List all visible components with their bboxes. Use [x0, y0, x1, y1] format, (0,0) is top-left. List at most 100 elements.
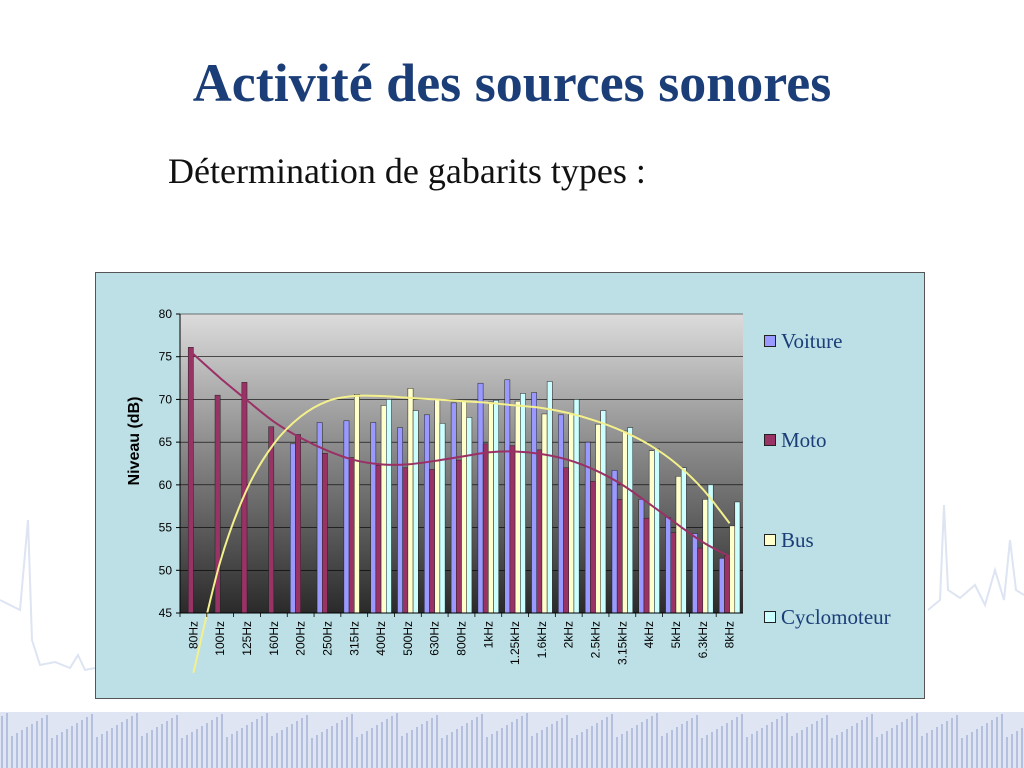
y-tick-label: 60	[159, 478, 173, 492]
bar-voiture	[504, 379, 511, 614]
x-tick-label: 125Hz	[240, 621, 254, 656]
bar-cyclomoteur	[520, 393, 526, 614]
y-tick-label: 45	[159, 606, 173, 620]
bar-cyclomoteur	[412, 410, 419, 614]
slide-subtitle: Détermination de gabarits types :	[168, 151, 646, 191]
x-tick-label: 8kHz	[723, 621, 737, 648]
bar-cyclomoteur	[546, 381, 553, 614]
bar-cyclomoteur	[439, 423, 446, 614]
bar-moto	[670, 532, 677, 614]
x-tick-label: 630Hz	[428, 621, 442, 656]
bar-cyclomoteur	[734, 501, 741, 614]
bar-moto	[187, 347, 194, 614]
bar-bus	[622, 430, 628, 614]
x-tick-label: 6.3kHz	[696, 621, 710, 658]
legend-swatch-bus	[764, 534, 776, 546]
bar-voiture	[289, 443, 296, 614]
bar-voiture	[531, 392, 537, 614]
bar-voiture	[424, 414, 430, 614]
bar-bus	[461, 400, 467, 614]
x-tick-label: 2kHz	[562, 621, 576, 648]
bar-cyclomoteur	[493, 400, 499, 614]
y-tick-label: 70	[159, 392, 173, 406]
y-tick-label: 80	[159, 307, 173, 321]
legend-item-moto: Moto	[764, 426, 827, 454]
bar-voiture	[477, 382, 484, 614]
bar-moto	[375, 464, 382, 614]
x-tick-label: 2.5kHz	[589, 621, 603, 658]
chart-area: 45 50 55 60 65 70 75 80 80Hz 100Hz 125Hz 160Hz 200Hz…	[126, 307, 743, 674]
bar-bus	[729, 525, 736, 614]
bar-moto	[295, 434, 301, 614]
x-tick-label: 315Hz	[347, 621, 361, 656]
legend-label-moto: Moto	[781, 427, 827, 452]
bar-voiture	[638, 499, 645, 614]
chart-legend: Voiture Moto Bus Cyclomoteur	[764, 273, 924, 700]
legend-item-cyclomoteur: Cyclomoteur	[764, 603, 891, 631]
bar-cyclomoteur	[386, 399, 392, 614]
bar-moto	[724, 555, 730, 614]
bar-moto	[429, 469, 435, 614]
bar-bus	[434, 399, 441, 614]
bar-moto	[536, 449, 543, 614]
y-tick-label: 75	[159, 350, 173, 364]
bar-voiture	[343, 420, 350, 614]
legend-label-voiture: Voiture	[781, 328, 843, 353]
bar-cyclomoteur	[654, 448, 660, 614]
bar-voiture	[370, 422, 377, 614]
bar-bus	[514, 400, 521, 614]
x-tick-label: 80Hz	[186, 621, 200, 649]
legend-swatch-voiture	[764, 335, 776, 347]
legend-label-cyclomoteur: Cyclomoteur	[781, 604, 891, 629]
y-tick-label: 65	[159, 435, 173, 449]
bar-moto	[268, 426, 275, 614]
x-tick-label: 1kHz	[481, 621, 495, 648]
bar-moto	[322, 452, 328, 614]
bar-voiture	[397, 427, 403, 614]
bar-moto	[616, 499, 623, 614]
bar-voiture	[450, 402, 457, 614]
bottom-decorative-band	[0, 712, 1024, 768]
bar-moto	[643, 517, 650, 614]
bar-cyclomoteur	[466, 417, 473, 614]
bar-moto	[697, 547, 704, 614]
slide-title: Activité des sources sonores	[192, 53, 832, 113]
y-tick-label: 50	[159, 563, 173, 577]
legend-swatch-cyclomoteur	[764, 611, 776, 623]
bar-cyclomoteur	[600, 410, 607, 614]
bar-moto	[348, 457, 355, 614]
x-tick-label: 160Hz	[267, 621, 281, 656]
legend-label-bus: Bus	[781, 527, 814, 552]
bar-cyclomoteur	[680, 467, 687, 614]
bar-voiture	[611, 470, 618, 614]
trendline-bus	[192, 394, 731, 674]
bar-voiture	[665, 517, 672, 614]
x-tick-label: 500Hz	[401, 621, 415, 656]
bar-bus	[675, 476, 682, 614]
legend-swatch-moto	[764, 434, 776, 446]
trendline-moto	[192, 353, 731, 558]
y-axis-label: Niveau (dB)	[126, 397, 143, 486]
bar-bus	[648, 450, 655, 614]
bar-bus	[541, 413, 548, 614]
chart-frame: 45 50 55 60 65 70 75 80 80Hz 100Hz 125Hz 160Hz 200Hz…	[95, 272, 925, 699]
bar-voiture	[718, 558, 725, 614]
bar-bus	[380, 405, 387, 614]
legend-item-voiture: Voiture	[764, 327, 842, 355]
bar-cyclomoteur	[627, 427, 634, 614]
x-tick-label: 1.6kHz	[535, 621, 549, 658]
x-tick-label: 5kHz	[669, 621, 683, 648]
bar-voiture	[692, 533, 698, 614]
bar-bus	[595, 423, 601, 614]
x-tick-label: 1.25kHz	[508, 621, 522, 665]
legend-item-bus: Bus	[764, 526, 814, 554]
bar-voiture	[558, 414, 564, 614]
bar-cyclomoteur	[707, 484, 714, 614]
x-tick-label: 400Hz	[374, 621, 388, 656]
y-tick-label: 55	[159, 521, 173, 535]
bar-bus	[568, 413, 575, 614]
bar-bus	[354, 394, 360, 614]
bar-bus	[407, 388, 414, 614]
x-tick-label: 4kHz	[642, 621, 656, 648]
